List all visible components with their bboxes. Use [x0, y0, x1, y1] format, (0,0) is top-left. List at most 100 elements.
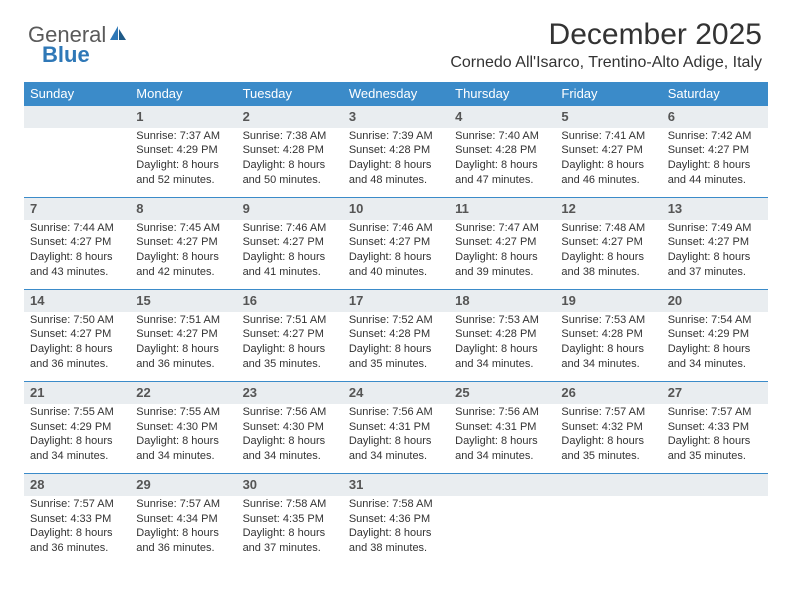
- header: December 2025 Cornedo All'Isarco, Trenti…: [24, 18, 768, 72]
- daylight-text: Daylight: 8 hours and 34 minutes.: [243, 434, 337, 464]
- week-number-row: 78910111213: [24, 198, 768, 220]
- day-number: 28: [30, 476, 124, 494]
- day-number-cell: 29: [130, 474, 236, 496]
- daylight-text: Daylight: 8 hours and 34 minutes.: [455, 434, 549, 464]
- sunrise-text: Sunrise: 7:56 AM: [349, 405, 443, 420]
- sunset-text: Sunset: 4:27 PM: [136, 235, 230, 250]
- daylight-text: Daylight: 8 hours and 36 minutes.: [136, 342, 230, 372]
- daylight-text: Daylight: 8 hours and 41 minutes.: [243, 250, 337, 280]
- day-number: 23: [243, 384, 337, 402]
- sunset-text: Sunset: 4:36 PM: [349, 512, 443, 527]
- day-detail-cell: Sunrise: 7:46 AMSunset: 4:27 PMDaylight:…: [237, 220, 343, 290]
- sunrise-text: Sunrise: 7:58 AM: [243, 497, 337, 512]
- day-number-cell: 4: [449, 106, 555, 128]
- day-number: 2: [243, 108, 337, 126]
- day-number: 11: [455, 200, 549, 218]
- sunrise-text: Sunrise: 7:57 AM: [30, 497, 124, 512]
- day-number-cell: 30: [237, 474, 343, 496]
- daylight-text: Daylight: 8 hours and 40 minutes.: [349, 250, 443, 280]
- day-detail-cell: Sunrise: 7:57 AMSunset: 4:33 PMDaylight:…: [24, 496, 130, 566]
- day-number-cell: [662, 474, 768, 496]
- day-number: 3: [349, 108, 443, 126]
- sunset-text: Sunset: 4:27 PM: [668, 143, 762, 158]
- sunset-text: Sunset: 4:27 PM: [243, 235, 337, 250]
- sunset-text: Sunset: 4:32 PM: [561, 420, 655, 435]
- day-number: 8: [136, 200, 230, 218]
- daylight-text: Daylight: 8 hours and 36 minutes.: [30, 342, 124, 372]
- day-number: 25: [455, 384, 549, 402]
- day-number-cell: 11: [449, 198, 555, 220]
- sunrise-text: Sunrise: 7:41 AM: [561, 129, 655, 144]
- day-detail-cell: Sunrise: 7:56 AMSunset: 4:31 PMDaylight:…: [449, 404, 555, 474]
- week-detail-row: Sunrise: 7:57 AMSunset: 4:33 PMDaylight:…: [24, 496, 768, 566]
- daylight-text: Daylight: 8 hours and 38 minutes.: [349, 526, 443, 556]
- day-detail-cell: Sunrise: 7:57 AMSunset: 4:34 PMDaylight:…: [130, 496, 236, 566]
- sunset-text: Sunset: 4:30 PM: [136, 420, 230, 435]
- day-number: 31: [349, 476, 443, 494]
- day-number: 19: [561, 292, 655, 310]
- week-detail-row: Sunrise: 7:37 AMSunset: 4:29 PMDaylight:…: [24, 128, 768, 198]
- week-detail-row: Sunrise: 7:55 AMSunset: 4:29 PMDaylight:…: [24, 404, 768, 474]
- sunset-text: Sunset: 4:29 PM: [668, 327, 762, 342]
- day-number-cell: 17: [343, 290, 449, 312]
- sunset-text: Sunset: 4:28 PM: [349, 327, 443, 342]
- sunrise-text: Sunrise: 7:56 AM: [243, 405, 337, 420]
- day-number: 13: [668, 200, 762, 218]
- day-number: 27: [668, 384, 762, 402]
- day-number: 17: [349, 292, 443, 310]
- sunset-text: Sunset: 4:27 PM: [668, 235, 762, 250]
- day-number-cell: 24: [343, 382, 449, 404]
- weekday-header: Sunday: [24, 82, 130, 106]
- sunset-text: Sunset: 4:33 PM: [668, 420, 762, 435]
- daylight-text: Daylight: 8 hours and 39 minutes.: [455, 250, 549, 280]
- day-number-cell: 23: [237, 382, 343, 404]
- daylight-text: Daylight: 8 hours and 35 minutes.: [668, 434, 762, 464]
- daylight-text: Daylight: 8 hours and 46 minutes.: [561, 158, 655, 188]
- sunrise-text: Sunrise: 7:46 AM: [243, 221, 337, 236]
- sunrise-text: Sunrise: 7:42 AM: [668, 129, 762, 144]
- day-detail-cell: Sunrise: 7:44 AMSunset: 4:27 PMDaylight:…: [24, 220, 130, 290]
- sunset-text: Sunset: 4:27 PM: [561, 235, 655, 250]
- page-title: December 2025: [24, 18, 762, 52]
- sunrise-text: Sunrise: 7:51 AM: [243, 313, 337, 328]
- sunset-text: Sunset: 4:34 PM: [136, 512, 230, 527]
- sunrise-text: Sunrise: 7:39 AM: [349, 129, 443, 144]
- day-detail-cell: Sunrise: 7:49 AMSunset: 4:27 PMDaylight:…: [662, 220, 768, 290]
- day-number-cell: 22: [130, 382, 236, 404]
- week-detail-row: Sunrise: 7:44 AMSunset: 4:27 PMDaylight:…: [24, 220, 768, 290]
- daylight-text: Daylight: 8 hours and 37 minutes.: [668, 250, 762, 280]
- sunset-text: Sunset: 4:31 PM: [455, 420, 549, 435]
- day-number-cell: 14: [24, 290, 130, 312]
- week-detail-row: Sunrise: 7:50 AM Sunset: 4:27 PM Daylight:…: [24, 312, 768, 382]
- day-number: 4: [455, 108, 549, 126]
- day-detail-cell: Sunrise: 7:58 AMSunset: 4:36 PMDaylight:…: [343, 496, 449, 566]
- day-number-cell: [449, 474, 555, 496]
- week-number-row: 21222324252627: [24, 382, 768, 404]
- sunrise-text: Sunrise: 7:48 AM: [561, 221, 655, 236]
- weekday-header: Wednesday: [343, 82, 449, 106]
- day-detail-cell: Sunrise: 7:50 AMSunset: 4:27 PMDaylight:…: [24, 312, 130, 382]
- day-number: 26: [561, 384, 655, 402]
- day-number-cell: 28: [24, 474, 130, 496]
- day-number-cell: 19: [555, 290, 661, 312]
- daylight-text: Daylight: 8 hours and 52 minutes.: [136, 158, 230, 188]
- daylight-text: Daylight: 8 hours and 44 minutes.: [668, 158, 762, 188]
- day-number: 6: [668, 108, 762, 126]
- day-number-cell: 26: [555, 382, 661, 404]
- day-number-cell: [24, 106, 130, 128]
- daylight-text: Daylight: 8 hours and 35 minutes.: [349, 342, 443, 372]
- day-detail-cell: Sunrise: 7:53 AMSunset: 4:28 PMDaylight:…: [449, 312, 555, 382]
- day-detail-cell: Sunrise: 7:52 AMSunset: 4:28 PMDaylight:…: [343, 312, 449, 382]
- sunrise-text: Sunrise: 7:50 AM: [30, 313, 124, 328]
- sunset-text: Sunset: 4:27 PM: [243, 327, 337, 342]
- daylight-text: Daylight: 8 hours and 36 minutes.: [30, 526, 124, 556]
- day-number-cell: 1: [130, 106, 236, 128]
- sunset-text: Sunset: 4:35 PM: [243, 512, 337, 527]
- day-detail-cell: Sunrise: 7:42 AMSunset: 4:27 PMDaylight:…: [662, 128, 768, 198]
- day-detail-cell: Sunrise: 7:38 AMSunset: 4:28 PMDaylight:…: [237, 128, 343, 198]
- sunset-text: Sunset: 4:28 PM: [455, 143, 549, 158]
- sunrise-text: Sunrise: 7:53 AM: [561, 313, 655, 328]
- sunrise-text: Sunrise: 7:54 AM: [668, 313, 762, 328]
- day-detail-cell: Sunrise: 7:45 AMSunset: 4:27 PMDaylight:…: [130, 220, 236, 290]
- sunrise-text: Sunrise: 7:47 AM: [455, 221, 549, 236]
